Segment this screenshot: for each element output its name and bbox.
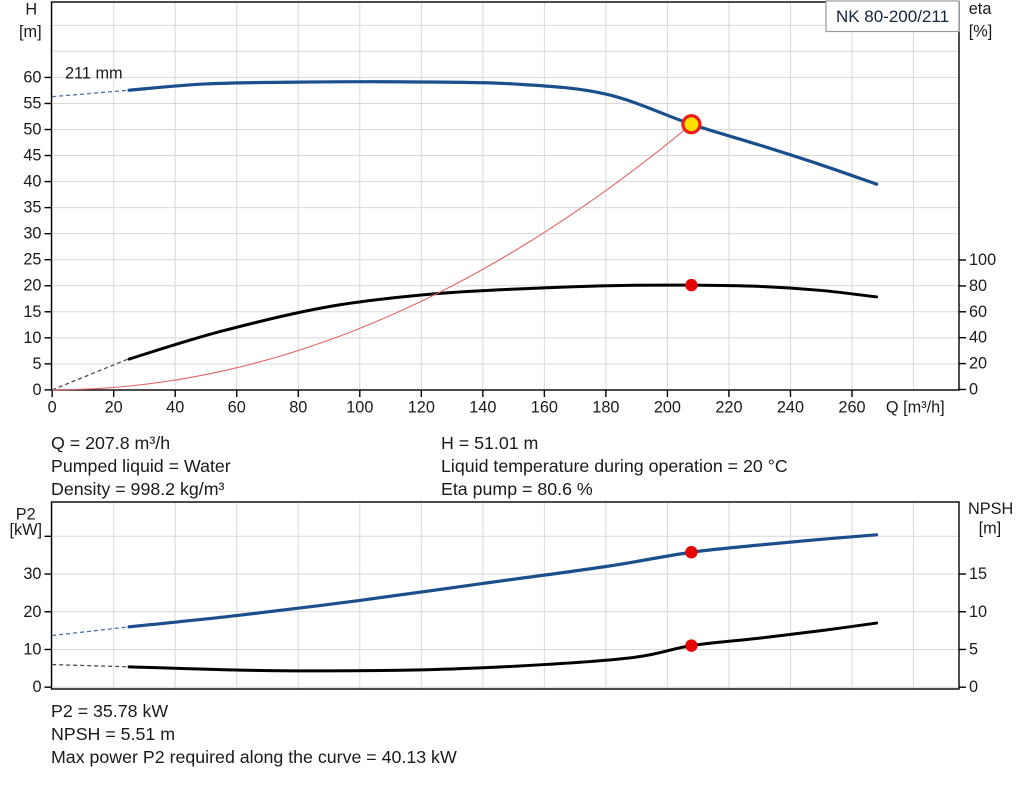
svg-text:[%]: [%] <box>969 23 993 41</box>
svg-text:20: 20 <box>105 398 123 416</box>
svg-text:30: 30 <box>23 565 41 583</box>
svg-text:[m]: [m] <box>19 23 42 41</box>
svg-text:35: 35 <box>23 199 41 217</box>
svg-text:140: 140 <box>469 398 496 416</box>
svg-text:100: 100 <box>346 398 373 416</box>
svg-text:NK 80-200/211: NK 80-200/211 <box>836 7 949 26</box>
svg-text:80: 80 <box>969 277 987 295</box>
svg-text:H: H <box>25 1 37 19</box>
svg-text:120: 120 <box>408 398 435 416</box>
svg-text:40: 40 <box>23 173 41 191</box>
svg-text:15: 15 <box>23 303 41 321</box>
svg-text:0: 0 <box>48 398 57 416</box>
svg-text:25: 25 <box>23 251 41 269</box>
svg-text:[m]: [m] <box>979 520 1002 538</box>
svg-text:45: 45 <box>23 147 41 165</box>
svg-text:10: 10 <box>23 640 41 658</box>
svg-text:180: 180 <box>592 398 619 416</box>
svg-text:10: 10 <box>969 603 987 621</box>
svg-text:220: 220 <box>715 398 742 416</box>
svg-text:20: 20 <box>23 277 41 295</box>
svg-text:30: 30 <box>23 225 41 243</box>
svg-text:0: 0 <box>32 381 41 399</box>
svg-text:0: 0 <box>32 678 41 696</box>
svg-text:60: 60 <box>969 303 987 321</box>
svg-text:80: 80 <box>289 398 307 416</box>
svg-text:5: 5 <box>969 640 978 658</box>
svg-text:NPSH: NPSH <box>968 500 1013 518</box>
svg-text:260: 260 <box>838 398 865 416</box>
svg-text:5: 5 <box>32 355 41 373</box>
svg-text:211 mm: 211 mm <box>65 64 123 82</box>
svg-text:Q [m³/h]: Q [m³/h] <box>886 398 945 416</box>
svg-text:40: 40 <box>969 329 987 347</box>
svg-text:0: 0 <box>969 380 978 398</box>
svg-text:100: 100 <box>969 251 996 269</box>
svg-text:200: 200 <box>654 398 681 416</box>
svg-text:40: 40 <box>166 398 184 416</box>
svg-text:60: 60 <box>228 398 246 416</box>
svg-text:60: 60 <box>23 68 41 86</box>
svg-text:240: 240 <box>777 398 804 416</box>
svg-text:[kW]: [kW] <box>10 521 43 539</box>
svg-text:10: 10 <box>23 329 41 347</box>
svg-text:eta: eta <box>969 0 993 18</box>
svg-text:0: 0 <box>969 678 978 696</box>
svg-text:15: 15 <box>969 565 987 583</box>
svg-text:55: 55 <box>23 94 41 112</box>
svg-text:50: 50 <box>23 121 41 139</box>
svg-text:160: 160 <box>531 398 558 416</box>
svg-text:20: 20 <box>969 355 987 373</box>
svg-text:20: 20 <box>23 603 41 621</box>
